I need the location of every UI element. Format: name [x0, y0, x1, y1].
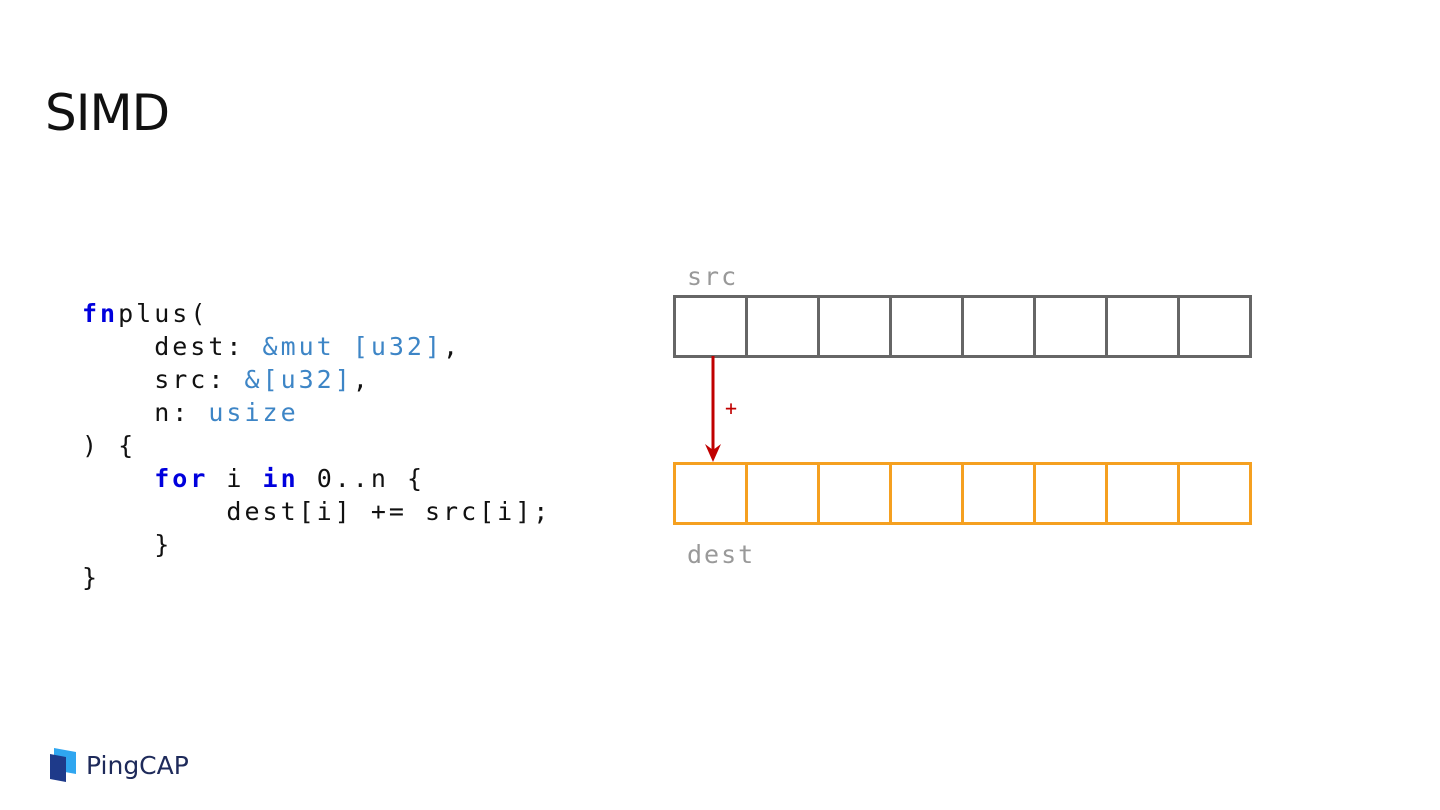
code-line: dest: &mut [u32],	[82, 330, 551, 363]
src-cell	[1105, 295, 1180, 358]
code-type: &mut [u32]	[262, 332, 444, 361]
add-arrow	[705, 356, 721, 462]
code-text: ) {	[82, 431, 137, 460]
code-line: }	[82, 561, 551, 594]
dest-cell	[745, 462, 820, 525]
plus-operator: +	[725, 396, 738, 420]
code-line: fnplus(	[82, 297, 551, 330]
src-cell	[673, 295, 748, 358]
code-type: usize	[208, 398, 299, 427]
dest-cell	[889, 462, 964, 525]
dest-array	[673, 462, 1252, 525]
logo-text: PingCAP	[86, 750, 189, 780]
src-cell	[889, 295, 964, 358]
dest-label: dest	[687, 540, 756, 569]
src-cell	[1033, 295, 1108, 358]
code-text: ,	[352, 365, 371, 394]
code-text: }	[82, 530, 173, 559]
src-cell	[961, 295, 1036, 358]
src-cell	[817, 295, 892, 358]
dest-cell	[1105, 462, 1180, 525]
code-text: dest:	[82, 332, 263, 361]
code-line: n: usize	[82, 396, 551, 429]
slide-title: SIMD	[45, 84, 170, 142]
code-text: ,	[443, 332, 462, 361]
src-cell	[745, 295, 820, 358]
pingcap-logo: PingCAP	[48, 746, 189, 784]
dest-cell	[1177, 462, 1252, 525]
code-line: ) {	[82, 429, 551, 462]
dest-cell	[817, 462, 892, 525]
code-type: &[u32]	[244, 365, 353, 394]
code-text: plus(	[118, 299, 209, 328]
code-text	[82, 464, 154, 493]
code-text: src:	[82, 365, 245, 394]
code-text: }	[82, 563, 101, 592]
code-keyword: in	[262, 464, 299, 493]
code-text: 0..n {	[298, 464, 425, 493]
dest-cell	[961, 462, 1036, 525]
dest-cell	[673, 462, 748, 525]
code-keyword: for	[154, 464, 209, 493]
code-line: dest[i] += src[i];	[82, 495, 551, 528]
code-line: }	[82, 528, 551, 561]
code-line: src: &[u32],	[82, 363, 551, 396]
src-array	[673, 295, 1252, 358]
pingcap-logo-icon	[50, 748, 76, 782]
src-cell	[1177, 295, 1252, 358]
dest-cell	[1033, 462, 1108, 525]
code-text: i	[208, 464, 263, 493]
code-text: dest[i] += src[i];	[82, 497, 552, 526]
code-keyword: fn	[82, 299, 119, 328]
arrow-head-icon	[705, 444, 721, 462]
code-block: fnplus( dest: &mut [u32], src: &[u32], n…	[82, 297, 551, 594]
src-label: src	[687, 262, 739, 291]
code-line: for i in 0..n {	[82, 462, 551, 495]
code-text: n:	[82, 398, 209, 427]
